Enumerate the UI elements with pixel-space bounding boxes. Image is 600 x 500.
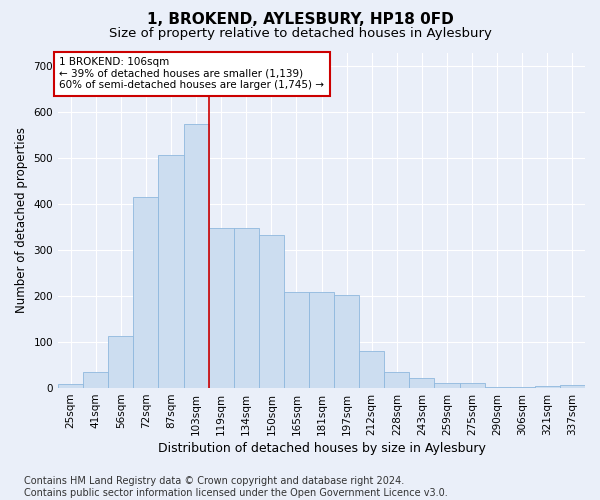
Text: Contains HM Land Registry data © Crown copyright and database right 2024.
Contai: Contains HM Land Registry data © Crown c… [24, 476, 448, 498]
Bar [535, 386, 560, 388]
Bar [409, 378, 434, 388]
Bar [309, 292, 334, 388]
Bar [184, 124, 209, 388]
Bar [58, 384, 83, 388]
Text: 1 BROKEND: 106sqm
← 39% of detached houses are smaller (1,139)
60% of semi-detac: 1 BROKEND: 106sqm ← 39% of detached hous… [59, 57, 324, 90]
Bar [460, 382, 485, 388]
Bar [510, 387, 535, 388]
Bar [384, 372, 409, 388]
Bar [209, 228, 233, 388]
Text: 1, BROKEND, AYLESBURY, HP18 0FD: 1, BROKEND, AYLESBURY, HP18 0FD [146, 12, 454, 28]
Bar [259, 236, 284, 388]
Bar [133, 198, 158, 388]
Bar [284, 292, 309, 388]
Bar [334, 295, 359, 388]
Bar [434, 382, 460, 388]
X-axis label: Distribution of detached houses by size in Aylesbury: Distribution of detached houses by size … [158, 442, 485, 455]
Bar [83, 372, 108, 388]
Bar [359, 352, 384, 388]
Bar [108, 336, 133, 388]
Text: Size of property relative to detached houses in Aylesbury: Size of property relative to detached ho… [109, 28, 491, 40]
Y-axis label: Number of detached properties: Number of detached properties [15, 128, 28, 314]
Bar [485, 386, 510, 388]
Bar [233, 228, 259, 388]
Bar [560, 385, 585, 388]
Bar [158, 155, 184, 388]
